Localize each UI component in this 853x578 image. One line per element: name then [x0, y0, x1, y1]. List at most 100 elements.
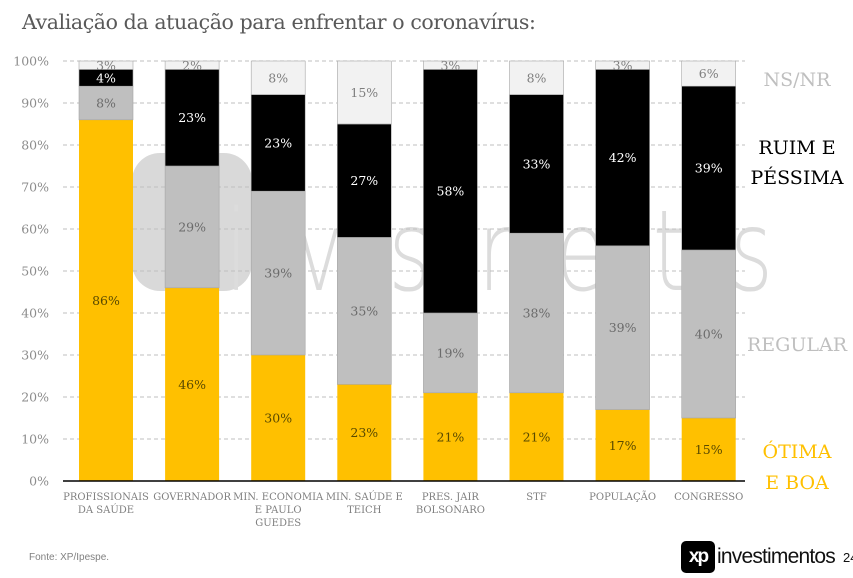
bar-segment [681, 418, 736, 481]
data-label: 21% [437, 429, 465, 444]
bar-segment [423, 392, 478, 481]
x-axis-label: GOVERNADOR [153, 492, 231, 503]
chart-title: Avaliação da atuação para enfrentar o co… [22, 10, 536, 34]
bar-segment [509, 232, 564, 394]
x-axis-label: GUEDES [255, 518, 301, 529]
data-label: 58% [437, 184, 465, 199]
bar-segment [165, 287, 220, 481]
data-label: 33% [523, 156, 551, 171]
bar-segment [78, 60, 134, 70]
y-tick-label: 90% [21, 96, 49, 111]
footer-logo: xp investimentos 24 [681, 541, 853, 573]
bar-stack: 86% 8% 4%3% [78, 58, 134, 482]
legend-label: RUIM E [758, 137, 835, 159]
data-label: 23% [350, 425, 378, 440]
data-label: 29% [178, 219, 206, 234]
data-label: 3% [440, 58, 460, 73]
legend-label: ÓTIMA [763, 440, 832, 463]
bar-segment [509, 94, 564, 234]
y-tick-label: 10% [21, 432, 49, 447]
data-label: 6% [699, 66, 719, 81]
data-label: 23% [264, 135, 292, 150]
bar-segment [164, 165, 220, 289]
bar-stack: 23% 35% 27% 15% [336, 60, 392, 481]
data-label: 8% [527, 70, 547, 85]
y-tick-label: 30% [21, 348, 49, 363]
bar-segment [509, 60, 564, 95]
bar-segment [595, 245, 650, 410]
bar-stack: 21% 19% 58% 3% [423, 58, 478, 481]
bar-segment [164, 60, 220, 70]
data-label: 3% [613, 58, 633, 73]
x-axis-label: E PAULO [255, 505, 302, 516]
y-tick-label: 100% [13, 54, 49, 69]
y-axis-ticks: 0% 10% 20% 30% 40% 50% 60% 70% 80% 90% 100% [13, 54, 49, 489]
bar-segment [423, 312, 478, 394]
legend-label: E BOA [765, 472, 829, 494]
xp-logo-icon: xp [681, 541, 715, 573]
data-label: 3% [96, 58, 116, 73]
x-axis-label: MIN. ECONOMIA [233, 492, 324, 503]
x-axis-label: STF [526, 492, 547, 503]
bar-segment [681, 249, 737, 419]
x-axis-label: PROFISSIONAIS [63, 492, 149, 503]
y-tick-label: 50% [21, 264, 49, 279]
x-axis-label: MIN. SAÚDE E [326, 491, 403, 503]
data-label: 40% [695, 327, 723, 342]
data-label: 15% [350, 85, 378, 100]
legend-label: NS/NR [764, 69, 832, 91]
bar-segment [251, 355, 306, 481]
bar-segment [79, 119, 133, 482]
y-tick-label: 60% [21, 222, 49, 237]
x-axis-label: DA SAÚDE [78, 504, 134, 516]
bar-segment [595, 60, 650, 70]
source-note: Fonte: XP/Ipespe. [29, 552, 110, 563]
data-label: 42% [609, 150, 637, 165]
legend: ÓTIMA E BOA REGULAR RUIM E PÉSSIMA NS/NR [747, 69, 848, 494]
bar-segment [337, 384, 392, 481]
bar-segment [250, 94, 306, 192]
bar-stack: 30% 39% 23% 8% [250, 60, 306, 481]
legend-label: PÉSSIMA [750, 166, 843, 189]
bar-segment [164, 69, 220, 167]
data-label: 39% [695, 161, 723, 176]
data-label: 21% [523, 429, 551, 444]
x-axis-label: BOLSONARO [416, 505, 485, 516]
bar-segment [595, 409, 650, 481]
data-label: 27% [350, 173, 378, 188]
data-label: 19% [437, 345, 465, 360]
bar-segment [336, 123, 392, 238]
data-label: 39% [264, 266, 292, 281]
bar-stack: 21% 38% 33% 8% [509, 60, 564, 481]
logo-text: investimentos [717, 545, 836, 568]
bar-stack: 46% 29% 23% 2% [164, 58, 220, 481]
bar-segment [509, 392, 564, 481]
data-label: 35% [350, 303, 378, 318]
data-label: 8% [268, 70, 288, 85]
bar-segment [595, 69, 650, 247]
bar-stack: 17% 39% 42% 3% [595, 58, 650, 481]
data-label: 39% [609, 320, 637, 335]
bar-segment [250, 190, 306, 356]
data-label: 46% [178, 377, 206, 392]
x-axis-label: PRES. JAIR [422, 492, 480, 503]
bar-segment [681, 60, 737, 87]
bar-stack: 15% 40% 39% 6% [681, 60, 737, 481]
y-tick-label: 40% [21, 306, 49, 321]
x-axis-label: CONGRESSO [674, 492, 743, 503]
bars: 86%8%4%3%46%29%23%2%30%39%23%8%23%35%27%… [78, 58, 737, 482]
y-tick-label: 0% [29, 474, 49, 489]
data-label: 17% [609, 438, 637, 453]
bar-segment [423, 69, 478, 314]
x-axis-label: POPULAÇÃO [589, 491, 656, 503]
y-tick-label: 70% [21, 180, 49, 195]
bar-segment [423, 60, 478, 70]
data-label: 4% [96, 70, 116, 85]
legend-label: REGULAR [747, 334, 848, 356]
bar-segment [336, 237, 392, 385]
data-label: 86% [92, 293, 120, 308]
data-label: 8% [96, 96, 116, 111]
data-label: 23% [178, 110, 206, 125]
